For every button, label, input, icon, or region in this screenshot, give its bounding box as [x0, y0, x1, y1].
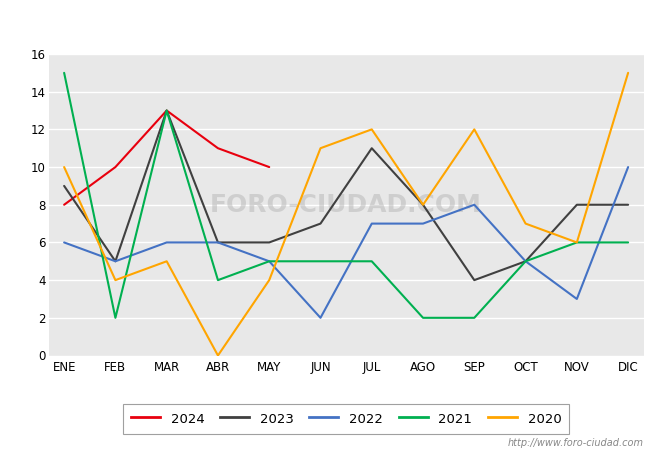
- Text: Matriculaciones de Vehiculos en Noreña: Matriculaciones de Vehiculos en Noreña: [159, 14, 491, 33]
- Legend: 2024, 2023, 2022, 2021, 2020: 2024, 2023, 2022, 2021, 2020: [123, 404, 569, 433]
- Text: FORO-CIUDAD.COM: FORO-CIUDAD.COM: [210, 193, 482, 217]
- Text: http://www.foro-ciudad.com: http://www.foro-ciudad.com: [508, 438, 644, 448]
